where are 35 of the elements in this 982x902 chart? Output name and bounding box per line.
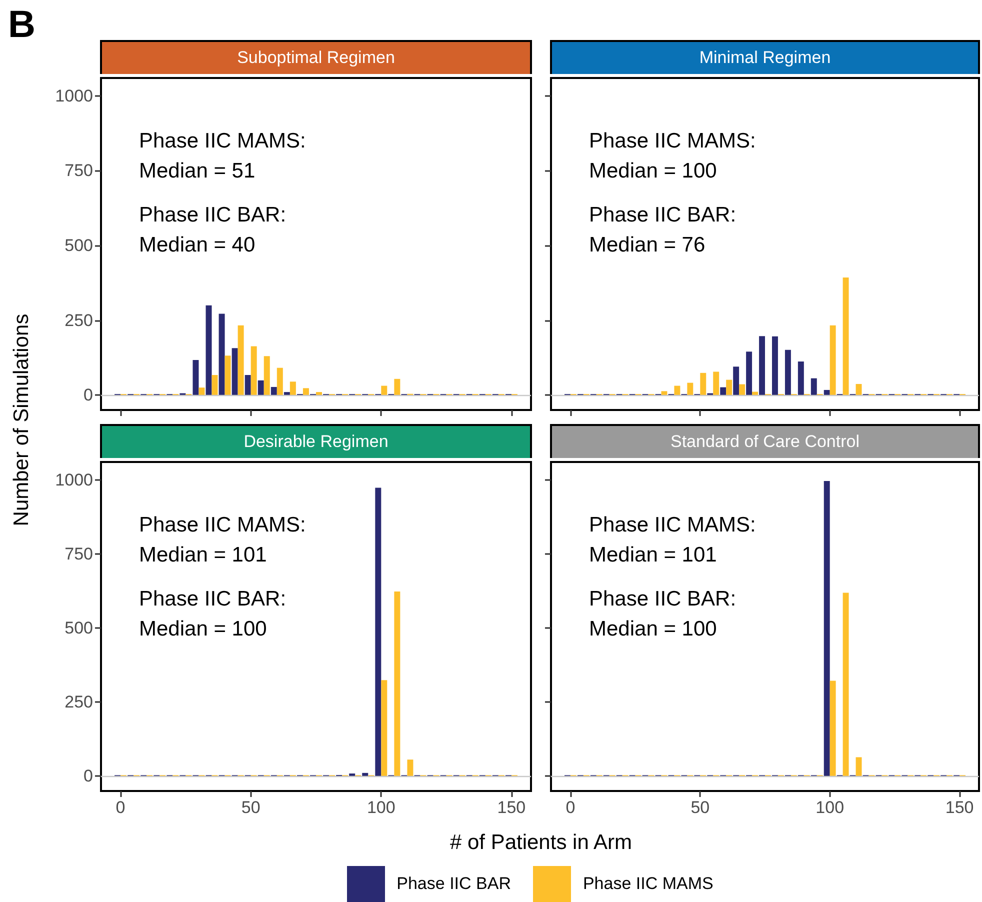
x-tick-label: 0 [566,798,576,817]
annotation: Phase IIC BAR: Median = 100 [589,588,736,640]
chart-title: Standard of Care Control [550,424,980,458]
x-tick-label: 100 [366,798,396,817]
annotation: Phase IIC MAMS: Median = 101 [589,514,756,566]
chart-title: Suboptimal Regimen [100,40,532,74]
y-tick-label: 0 [84,386,93,405]
y-axis-title: Number of Simulations [10,314,34,526]
chart-title: Desirable Regimen [100,424,532,458]
y-tick-label: 1000 [55,470,93,490]
x-tick-label: 150 [497,798,526,817]
annotation: Phase IIC MAMS: Median = 51 [139,130,306,182]
x-tick-label: 100 [816,798,844,817]
annotation: Phase IIC MAMS: Median = 101 [139,514,306,566]
y-tick-label: 750 [64,544,93,564]
legend-label: Phase IIC BAR [396,874,511,894]
y-tick-label: 500 [64,236,93,255]
text: B [8,4,36,47]
x-tick-label: 50 [690,798,710,817]
y-tick-label: 1000 [55,86,93,106]
y-tick-label: 0 [84,766,93,786]
y-tick-label: 500 [64,618,93,638]
annotation: Phase IIC MAMS: Median = 100 [589,130,756,182]
x-tick-label: 150 [945,798,974,817]
x-tick-label: 0 [116,798,126,817]
annotation: Phase IIC BAR: Median = 40 [139,204,286,256]
x-tick-label: 50 [241,798,260,817]
y-tick-label: 250 [64,310,93,330]
legend-label: Phase IIC MAMS [582,874,714,894]
annotation: Phase IIC BAR: Median = 100 [139,588,286,640]
x-axis-title: # of Patients in Arm [450,831,632,855]
y-tick-label: 750 [64,161,93,180]
y-tick-label: 250 [64,692,93,712]
chart-title: Minimal Regimen [550,40,980,74]
annotation: Phase IIC BAR: Median = 76 [589,204,736,256]
